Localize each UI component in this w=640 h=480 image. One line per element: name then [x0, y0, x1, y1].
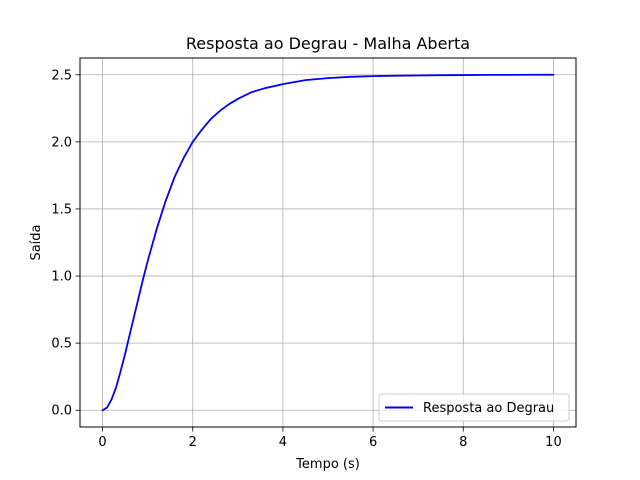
x-tick-label: 2	[189, 435, 197, 450]
y-axis: 0.0 0.5 1.0 1.5 2.0 2.5	[51, 68, 80, 419]
x-tick-label: 10	[545, 435, 562, 450]
y-tick-label: 1.0	[51, 270, 72, 285]
x-axis-label: Tempo (s)	[295, 457, 360, 472]
x-tick-label: 4	[279, 435, 287, 450]
y-axis-label: Saída	[29, 224, 44, 260]
chart-title: Resposta ao Degrau - Malha Aberta	[186, 34, 470, 53]
y-tick-label: 2.0	[51, 135, 72, 150]
axes-frame	[79, 57, 577, 428]
y-tick-label: 0.5	[51, 337, 72, 352]
x-tick-label: 6	[369, 435, 377, 450]
y-tick-label: 0.0	[51, 404, 72, 419]
x-tick-label: 8	[459, 435, 467, 450]
x-tick-label: 0	[98, 435, 106, 450]
legend: Resposta ao Degrau	[378, 393, 570, 422]
legend-box	[378, 393, 570, 422]
y-tick-label: 1.5	[51, 202, 72, 217]
legend-entry-label: Resposta ao Degrau	[423, 401, 554, 416]
plot-area	[101, 73, 555, 412]
series-line	[101, 73, 555, 412]
y-tick-label: 2.5	[51, 68, 72, 83]
grid	[80, 58, 576, 427]
x-axis: 0 2 4 6 8 10	[98, 427, 562, 450]
